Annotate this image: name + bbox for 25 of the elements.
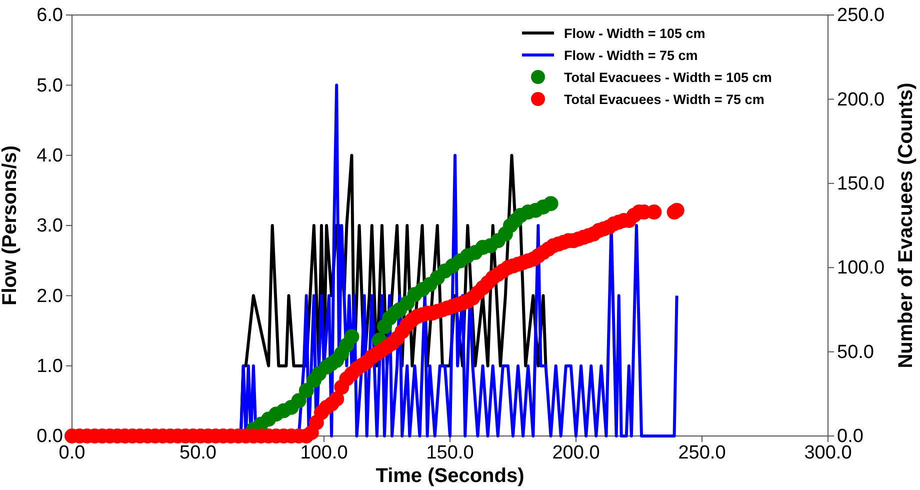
y2-tick-label: 150.0 [837,173,885,194]
x-tick-label: 100.0 [300,442,348,464]
y-tick-label: 6.0 [36,5,63,26]
x-axis-title: Time (Seconds) [376,465,524,487]
y2-tick-label: 250.0 [837,5,885,26]
y-tick-label: 1.0 [36,356,63,377]
y2-tick-label: 200.0 [837,89,885,110]
y-tick-label: 2.0 [36,286,63,307]
y2-axis-title: Number of Evacuees (Counts) [895,82,917,368]
y-tick-label: 5.0 [36,75,63,96]
y-tick-label: 4.0 [36,145,63,166]
y-tick-label: 3.0 [36,216,63,237]
x-tick-label: 300.0 [804,442,852,464]
y2-tick-label: 50.0 [837,342,874,363]
x-tick-label: 0.0 [58,442,86,464]
legend-label: Flow - Width = 75 cm [564,48,698,63]
legend-label: Total Evacuees - Width = 105 cm [564,70,772,85]
x-tick-label: 250.0 [678,442,726,464]
y2-tick-label: 100.0 [837,258,885,279]
x-tick-label: 150.0 [426,442,474,464]
x-tick-label: 200.0 [552,442,600,464]
legend-label: Total Evacuees - Width = 75 cm [564,92,764,107]
y-axis-title: Flow (Persons/s) [0,145,21,306]
legend-label: Flow - Width = 105 cm [564,26,706,41]
x-tick-label: 50.0 [180,442,216,464]
